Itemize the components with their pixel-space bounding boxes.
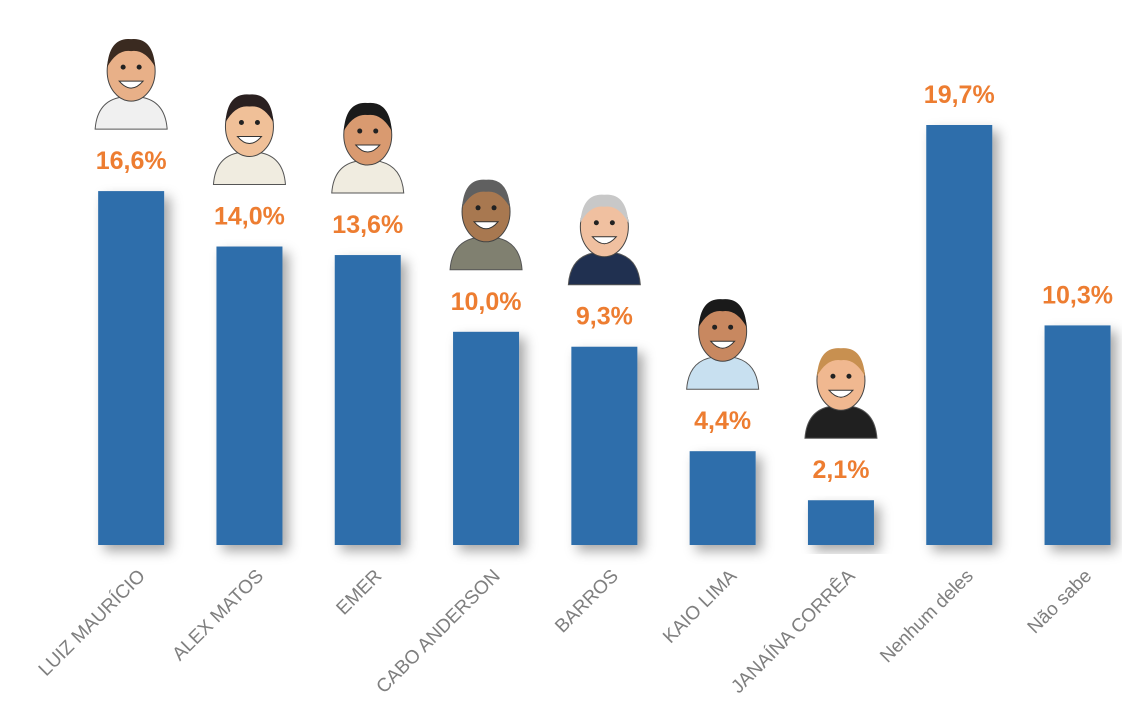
- bar: [926, 125, 992, 545]
- eye: [373, 129, 378, 134]
- x-tick-label: BARROS: [551, 566, 623, 638]
- eye: [728, 325, 733, 330]
- x-tick-label: Nenhum deles: [876, 566, 977, 667]
- eye: [121, 65, 126, 70]
- bar: [1045, 325, 1111, 545]
- eye: [712, 325, 717, 330]
- eye: [610, 220, 615, 225]
- value-label: 4,4%: [694, 407, 751, 435]
- bar: [690, 451, 756, 545]
- eye: [492, 205, 497, 210]
- value-label: 2,1%: [812, 456, 869, 484]
- x-tick-label: ALEX MATOS: [169, 566, 268, 665]
- value-label: 13,6%: [332, 211, 403, 239]
- shirt: [805, 406, 877, 438]
- value-label: 9,3%: [576, 303, 633, 331]
- bar: [335, 255, 401, 545]
- x-tick-label: CABO ANDERSON: [373, 566, 505, 698]
- caricature: [568, 195, 640, 285]
- value-label: 19,7%: [924, 81, 995, 109]
- eye: [255, 120, 260, 125]
- value-label: 10,3%: [1042, 281, 1113, 309]
- bar: [453, 332, 519, 545]
- shirt: [332, 161, 404, 193]
- x-tick-label: JANAÍNA CORRÊA: [727, 565, 860, 698]
- x-tick-label: EMER: [333, 566, 387, 620]
- shirt: [213, 153, 285, 185]
- shirt: [450, 238, 522, 270]
- caricature: [805, 348, 877, 438]
- bar: [216, 247, 282, 545]
- bar: [98, 191, 164, 545]
- bar: [571, 347, 637, 545]
- eye: [846, 374, 851, 379]
- value-label: 16,6%: [96, 147, 167, 175]
- eye: [357, 129, 362, 134]
- shirt: [95, 97, 167, 129]
- caricature: [687, 299, 759, 389]
- value-label: 14,0%: [214, 203, 285, 231]
- caricature: [213, 94, 285, 184]
- shirt: [568, 253, 640, 285]
- x-tick-label: LUIZ MAURÍCIO: [35, 566, 150, 681]
- eye: [137, 65, 142, 70]
- caricature: [332, 103, 404, 193]
- shirt: [687, 357, 759, 389]
- value-label: 10,0%: [451, 288, 522, 316]
- x-tick-label: KAIO LIMA: [659, 565, 741, 647]
- eye: [830, 374, 835, 379]
- eye: [476, 205, 481, 210]
- caricature: [95, 39, 167, 129]
- caricature: [450, 180, 522, 270]
- x-tick-label: Não sabe: [1024, 566, 1096, 638]
- chart: 16,6% LUIZ MAURÍCIO 14,0% ALEX MATOS 13,6% EM…: [0, 0, 1122, 715]
- eye: [239, 120, 244, 125]
- bar: [808, 500, 874, 545]
- eye: [594, 220, 599, 225]
